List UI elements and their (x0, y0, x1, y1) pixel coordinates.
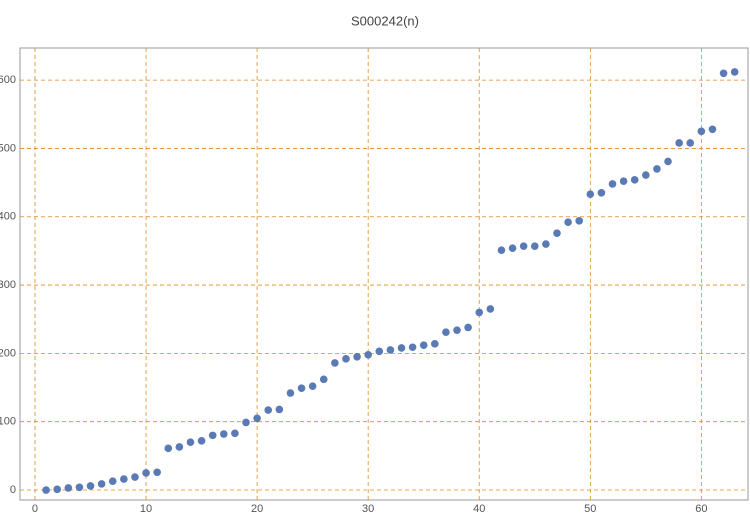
point (675, 139, 683, 147)
point (419, 341, 428, 349)
point (431, 340, 439, 348)
x-tick-label: 60 (695, 503, 707, 515)
point (142, 469, 150, 477)
x-tick-label: 50 (584, 503, 596, 515)
point (719, 69, 728, 78)
point (475, 308, 484, 317)
point (375, 347, 384, 356)
point (708, 125, 717, 134)
point (331, 359, 339, 367)
point (730, 68, 739, 76)
point (231, 429, 239, 438)
point (464, 323, 472, 332)
point (353, 353, 361, 361)
point (164, 444, 173, 453)
x-tick-label: 20 (251, 503, 263, 515)
point (442, 328, 450, 337)
x-tick-label: 30 (362, 503, 374, 515)
point (486, 305, 495, 313)
point (86, 482, 95, 490)
point (386, 346, 395, 354)
point (653, 165, 661, 173)
x-tick-label: 10 (140, 503, 152, 515)
point (453, 326, 461, 334)
point (308, 382, 317, 390)
point (153, 468, 161, 477)
point (275, 405, 284, 414)
point (75, 483, 84, 492)
y-tick-label: 0 (10, 484, 16, 496)
point (319, 375, 328, 384)
y-tick-label: 200 (0, 347, 16, 359)
point (397, 344, 406, 352)
point (253, 414, 261, 423)
point (497, 246, 506, 255)
point (264, 406, 273, 414)
point (642, 171, 650, 179)
y-tick-label: 500 (0, 142, 16, 154)
point (120, 475, 128, 483)
point (564, 218, 572, 227)
point (186, 438, 195, 447)
point (575, 217, 583, 225)
plot-frame (19, 47, 749, 501)
point (508, 244, 517, 252)
point (364, 350, 372, 359)
point (208, 431, 217, 440)
point (608, 180, 617, 188)
point (53, 485, 62, 494)
point (242, 418, 250, 427)
point (342, 355, 350, 363)
y-tick-label: 300 (0, 279, 16, 291)
point (131, 473, 139, 481)
point (664, 157, 672, 166)
point (542, 240, 550, 248)
y-tick-label: 600 (0, 74, 16, 86)
point (630, 176, 639, 184)
point (108, 477, 117, 485)
point (97, 480, 106, 488)
x-tick-label: 0 (32, 503, 38, 515)
y-tick-label: 400 (0, 211, 16, 223)
point (297, 384, 306, 393)
point (42, 486, 50, 494)
point (519, 242, 528, 250)
point (408, 343, 417, 352)
point (64, 484, 73, 492)
point (530, 242, 539, 250)
point (619, 177, 628, 186)
point (586, 190, 595, 199)
point (597, 189, 606, 197)
chart-title: S000242(n) (351, 13, 419, 28)
point (286, 389, 295, 397)
point (197, 437, 206, 445)
point (553, 229, 561, 237)
y-tick-label: 100 (0, 416, 16, 428)
point (175, 443, 184, 451)
point (686, 139, 695, 147)
x-tick-label: 40 (473, 503, 485, 515)
point (219, 430, 228, 438)
point (697, 127, 706, 136)
